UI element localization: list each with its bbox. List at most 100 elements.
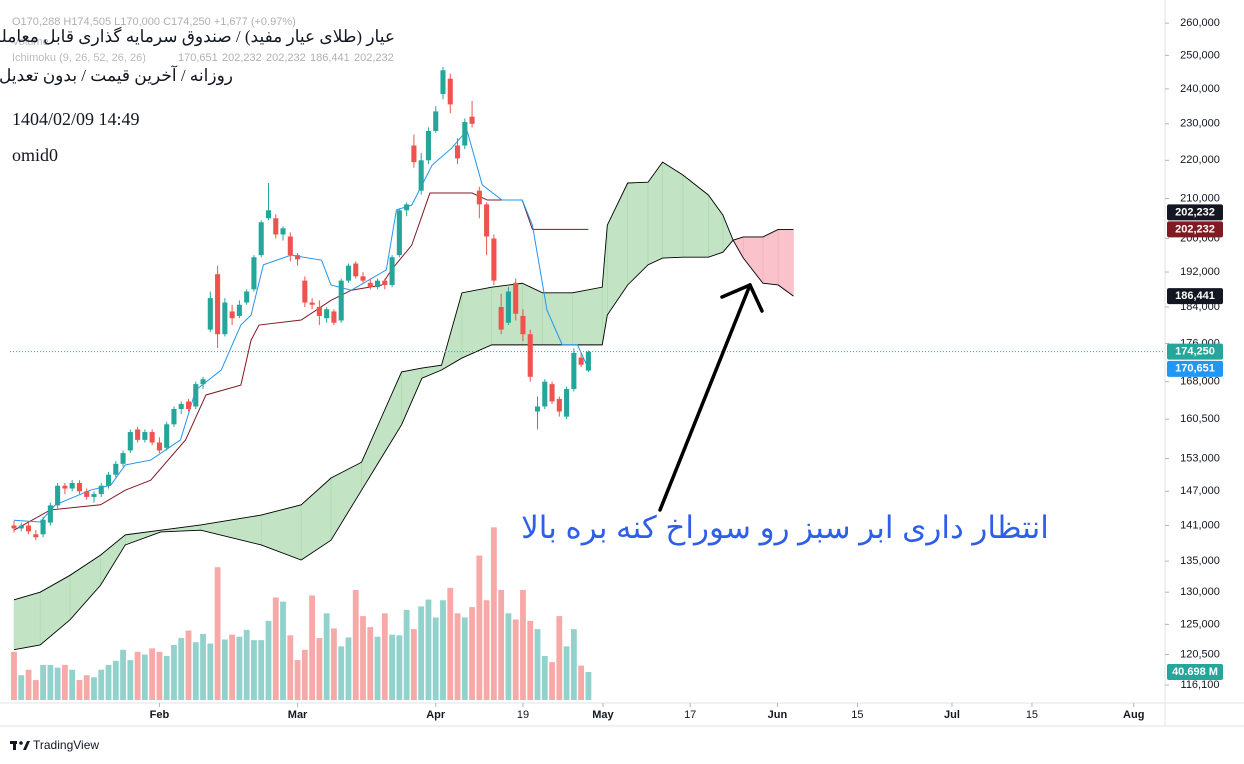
volume-bar xyxy=(425,599,432,700)
volume-bar xyxy=(25,669,32,700)
volume-bar xyxy=(447,587,454,700)
candle-body xyxy=(549,384,555,402)
y-tick-label: 168,000 xyxy=(1180,376,1220,388)
candle-body xyxy=(265,210,272,219)
volume-bar xyxy=(287,635,294,700)
candle-body xyxy=(207,298,213,330)
volume-bar xyxy=(381,613,388,700)
candle-body xyxy=(338,280,344,321)
logo-part xyxy=(13,741,16,750)
candle-body xyxy=(120,453,126,464)
candle-body xyxy=(425,130,431,161)
candle-body xyxy=(193,384,199,407)
candle-body xyxy=(18,525,24,529)
legend-value: 170,651 xyxy=(178,52,218,64)
chart-title: عیار (طلای عیار مفید) / صندوق سرمایه گذا… xyxy=(0,26,395,47)
y-tick-label: 135,000 xyxy=(1180,555,1220,567)
price-label-box xyxy=(1167,343,1223,360)
volume-bar xyxy=(178,638,185,700)
volume-bar xyxy=(83,675,90,700)
candle-body xyxy=(527,334,533,377)
volume-bar xyxy=(229,634,236,700)
candle-body xyxy=(11,525,17,529)
y-tick-label: 220,000 xyxy=(1180,154,1220,166)
volume-bar xyxy=(120,649,126,700)
y-tick-label: 210,000 xyxy=(1180,192,1220,204)
x-tick-label: Feb xyxy=(150,709,170,721)
candle-body xyxy=(98,485,104,495)
volume-bar xyxy=(512,619,519,700)
y-tick-label: 147,000 xyxy=(1180,485,1220,497)
volume-bar xyxy=(440,600,446,700)
volume-bar xyxy=(243,629,250,700)
candle-body xyxy=(229,311,235,319)
volume-bar xyxy=(18,675,25,700)
price-label: 186,441 xyxy=(1175,290,1215,302)
volume-bar xyxy=(549,662,555,700)
volume-bar xyxy=(505,613,512,700)
volume-bar xyxy=(490,527,497,700)
logo-part xyxy=(19,741,23,745)
volume-bar xyxy=(585,672,592,700)
brand-logo xyxy=(10,741,30,750)
series-layer xyxy=(11,66,794,700)
candle-body xyxy=(484,204,490,237)
volume-bar xyxy=(258,640,265,700)
volume-bar xyxy=(432,617,439,700)
y-tick-label: 125,000 xyxy=(1180,618,1220,630)
candle-body xyxy=(375,280,381,288)
volume-bar xyxy=(323,613,330,700)
candle-body xyxy=(164,424,170,448)
volume-bar xyxy=(410,629,417,700)
volume-bar xyxy=(563,646,570,700)
candle-body xyxy=(185,401,192,409)
y-tick-label: 130,000 xyxy=(1180,586,1220,598)
volume-bar xyxy=(156,651,163,700)
candle-body xyxy=(62,485,68,489)
volume-bar xyxy=(454,613,461,700)
candle-body xyxy=(127,432,133,451)
volume-bar xyxy=(498,589,505,700)
y-tick-label: 240,000 xyxy=(1180,83,1220,95)
y-tick-label: 116,100 xyxy=(1181,679,1220,691)
price-label-box xyxy=(1167,664,1223,681)
x-tick-label: May xyxy=(592,709,614,721)
candle-body xyxy=(520,315,526,335)
volume-bar xyxy=(403,609,410,700)
candle-body xyxy=(534,406,541,412)
volume-bar xyxy=(272,597,279,700)
x-tick-label: Mar xyxy=(288,709,308,721)
candle-body xyxy=(454,145,461,159)
legend-value: 202,232 xyxy=(354,52,394,64)
volume-bar xyxy=(418,606,425,700)
candle-body xyxy=(113,463,119,475)
volume-bar xyxy=(541,655,548,700)
price-label-box xyxy=(1167,288,1223,305)
y-tick-label: 120,500 xyxy=(1180,648,1220,660)
legend-value: 202,232 xyxy=(266,52,306,64)
legend-ohlc: O170,288 H174,505 L170,000 C174,250 +1,6… xyxy=(12,16,296,28)
volume-bar xyxy=(360,616,366,700)
volume-bar xyxy=(40,664,46,700)
legend-volume: Volume xyxy=(12,36,49,48)
volume-bar xyxy=(469,607,475,700)
volume-bar xyxy=(76,680,83,700)
volume-bar xyxy=(32,680,39,700)
candle-body xyxy=(505,291,511,323)
candle-body xyxy=(360,276,366,281)
volume-bar xyxy=(192,642,199,700)
candle-body xyxy=(69,482,75,489)
legend-ichimoku: Ichimoku (9, 26, 52, 26, 26) xyxy=(12,52,146,64)
candle-body xyxy=(418,160,424,191)
volume-bar xyxy=(352,589,359,700)
volume-bar xyxy=(11,651,17,700)
y-tick-label: 260,000 xyxy=(1180,17,1220,29)
price-label: 40.698 M xyxy=(1172,666,1218,678)
arrow-head xyxy=(720,283,752,299)
candle-body xyxy=(411,145,417,163)
candle-body xyxy=(433,111,439,131)
conversion-line xyxy=(13,129,589,523)
x-tick-label: Jun xyxy=(768,709,788,721)
candle-body xyxy=(91,494,97,497)
